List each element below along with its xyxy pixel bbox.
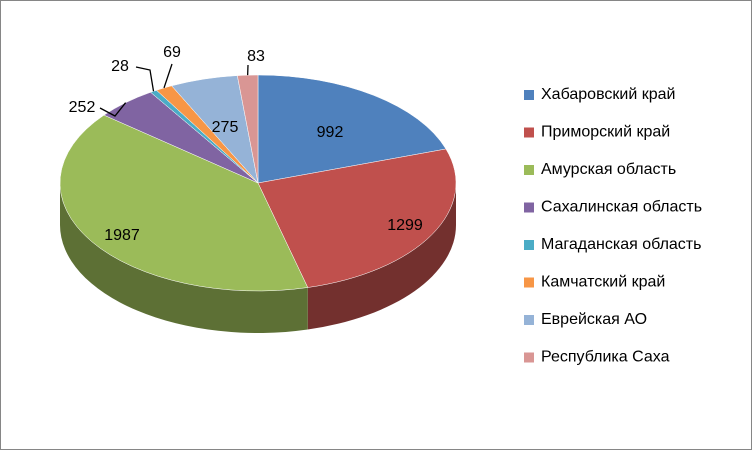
data-label: 28 — [111, 58, 129, 75]
legend-swatch — [524, 90, 534, 100]
legend-label: Сахалинская область — [541, 199, 702, 216]
legend-swatch — [524, 353, 534, 363]
legend-label: Хабаровский край — [541, 86, 675, 103]
legend-label: Амурская область — [541, 161, 676, 178]
legend-swatch — [524, 165, 534, 175]
legend-swatch — [524, 203, 534, 213]
legend-label: Камчатский край — [541, 274, 665, 291]
data-label: 1299 — [387, 217, 423, 234]
legend-swatch — [524, 128, 534, 138]
legend-label: Магаданская область — [541, 236, 701, 253]
legend-swatch — [524, 240, 534, 250]
legend-label: Республика Саха — [541, 349, 670, 366]
data-label: 992 — [317, 124, 344, 141]
legend-label: Еврейская АО — [541, 311, 647, 328]
data-label: 275 — [212, 119, 239, 136]
legend-swatch — [524, 315, 534, 325]
legend-label: Приморский край — [541, 124, 670, 141]
legend-swatch — [524, 278, 534, 288]
data-label: 1987 — [104, 227, 140, 244]
data-label: 252 — [69, 99, 96, 116]
data-label: 83 — [247, 48, 265, 65]
data-label: 69 — [163, 44, 181, 61]
